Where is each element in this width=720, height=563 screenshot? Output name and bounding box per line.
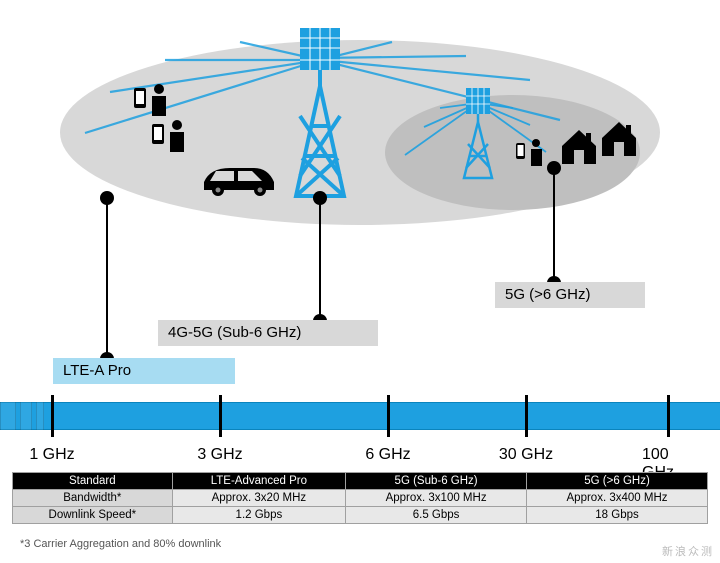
tick-label: 30 GHz — [499, 446, 553, 464]
person-phone-icon — [516, 138, 544, 173]
spectrum-bar — [0, 402, 720, 430]
col-lte: LTE-Advanced Pro — [172, 473, 345, 490]
person-phone-icon — [152, 118, 186, 159]
band-label-sub6: 4G-5G (Sub-6 GHz) — [158, 320, 378, 346]
cell-tower-small-icon — [458, 88, 498, 180]
col-standard: Standard — [13, 473, 173, 490]
tick-label: 6 GHz — [365, 446, 410, 464]
watermark: 新浪众测 — [662, 543, 714, 559]
band-label-above6: 5G (>6 GHz) — [495, 282, 645, 308]
col-above6: 5G (>6 GHz) — [527, 473, 708, 490]
cell-tower-large-icon — [290, 28, 350, 198]
tick-label: 3 GHz — [197, 446, 242, 464]
tick-label: 1 GHz — [29, 446, 74, 464]
spec-table: Standard LTE-Advanced Pro 5G (Sub-6 GHz)… — [12, 472, 708, 524]
house-icon — [558, 126, 600, 171]
car-icon — [196, 160, 282, 203]
person-phone-icon — [134, 82, 168, 123]
table-row: Downlink Speed* 1.2 Gbps 6.5 Gbps 18 Gbp… — [13, 507, 708, 524]
house-icon — [598, 118, 640, 163]
table-footnote: *3 Carrier Aggregation and 80% downlink — [20, 538, 221, 550]
band-label-lte-a-pro: LTE-A Pro — [53, 358, 235, 384]
table-row: Bandwidth* Approx. 3x20 MHz Approx. 3x10… — [13, 490, 708, 507]
infographic-root: LTE-A Pro 4G-5G (Sub-6 GHz) 5G (>6 GHz) … — [0, 0, 720, 563]
col-sub6: 5G (Sub-6 GHz) — [346, 473, 527, 490]
